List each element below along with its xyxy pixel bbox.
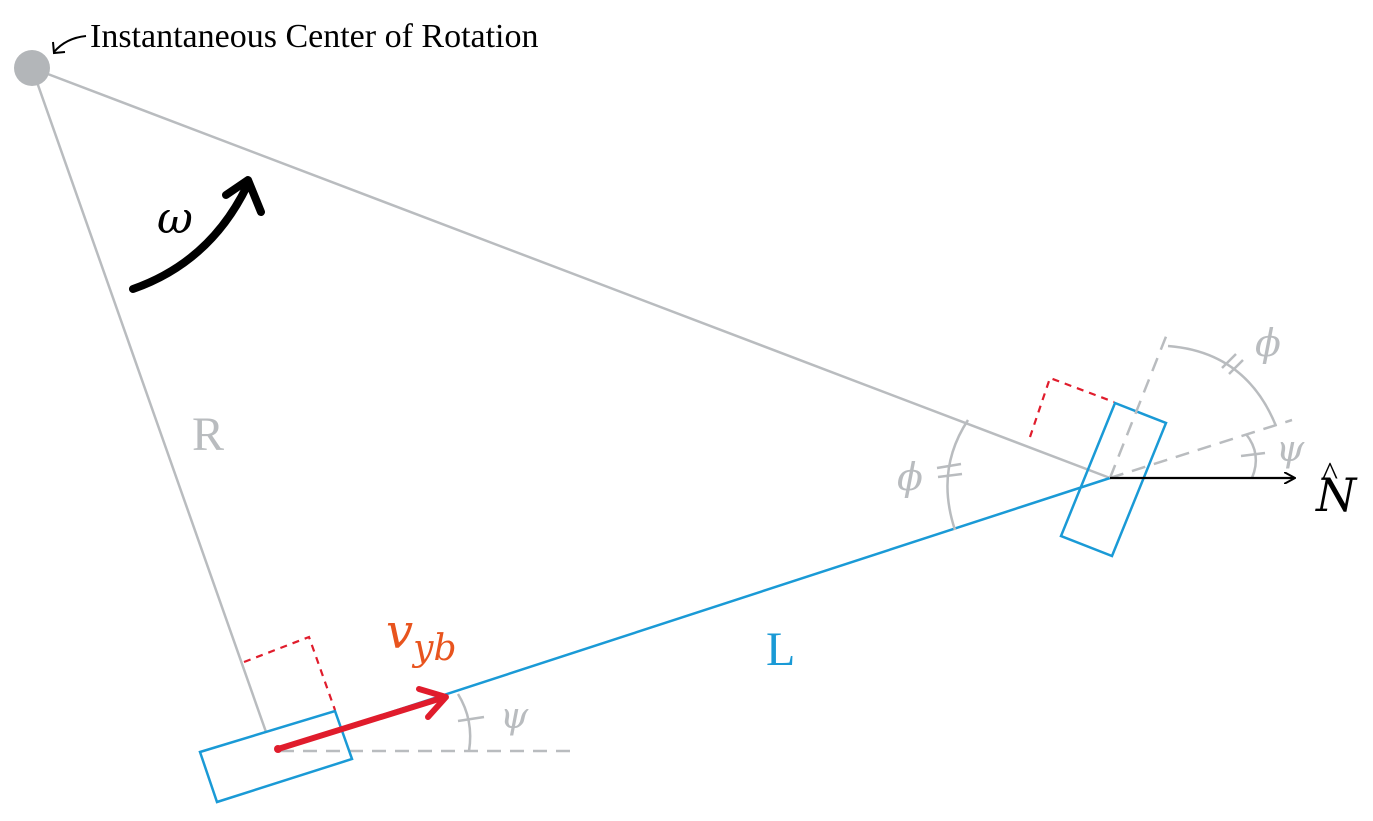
right-angle-marker-upper	[1028, 376, 1115, 438]
phi-tick-left-b	[937, 472, 963, 479]
normal-label: N	[1315, 468, 1358, 522]
reference-line-upper	[1109, 418, 1293, 480]
phi-tick-upper-a	[1221, 353, 1237, 369]
omega-arrow	[129, 182, 251, 293]
velocity-label-main: v	[386, 604, 413, 660]
phi-tick-upper-b	[1228, 359, 1244, 375]
phi-label-left: ϕ	[897, 455, 923, 499]
psi-arc-lower	[456, 693, 472, 752]
velocity-arrow	[275, 695, 445, 752]
psi-label-lower: ψ	[500, 696, 529, 737]
radius-label-R: R	[192, 408, 224, 461]
wheel-lower	[198, 709, 354, 804]
length-label-L: L	[766, 623, 795, 676]
velocity-label: vyb	[386, 604, 457, 669]
phi-arc-left	[946, 419, 970, 531]
omega-label: ω	[157, 193, 193, 244]
velocity-origin-dot	[274, 745, 282, 753]
radius-line-upper	[31, 66, 1111, 480]
icr-label: Instantaneous Center of Rotation	[90, 18, 539, 55]
icr-pivot	[14, 50, 50, 86]
normal-hat: ^	[1322, 456, 1338, 493]
velocity-arrow-head	[416, 686, 449, 720]
icr-pointer-head	[52, 41, 66, 55]
icr-pointer-arrow	[53, 35, 87, 53]
phi-tick-left-a	[936, 462, 962, 470]
right-angle-marker-lower	[243, 635, 337, 711]
wheel-upper	[1059, 401, 1168, 558]
radius-line-R	[30, 67, 268, 733]
velocity-label-subscript: yb	[411, 628, 456, 669]
psi-tick-upper	[1240, 451, 1266, 458]
phi-label-upper: ϕ	[1255, 321, 1281, 365]
omega-arrow-head	[222, 176, 265, 216]
wheel-axis-extension	[1108, 333, 1169, 479]
psi-label-upper: ψ	[1276, 429, 1305, 470]
psi-tick-lower	[457, 715, 485, 723]
